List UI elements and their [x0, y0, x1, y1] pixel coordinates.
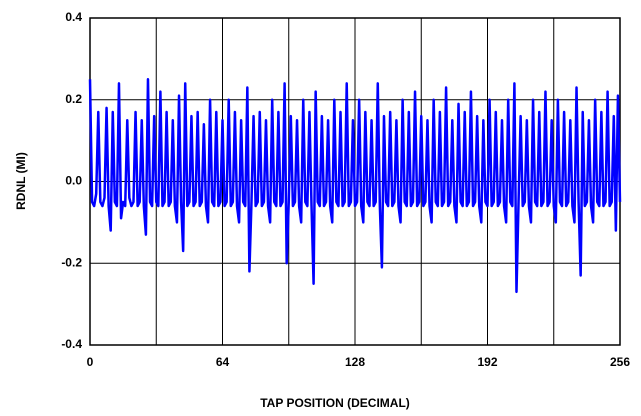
x-tick-label: 256 — [610, 355, 630, 369]
y-tick-label: -0.4 — [61, 337, 82, 351]
x-tick-label: 64 — [216, 355, 230, 369]
y-axis-label: RDNL (MI) — [14, 152, 28, 210]
y-tick-label: 0.4 — [65, 10, 82, 24]
x-tick-label: 0 — [87, 355, 94, 369]
y-tick-label: 0.2 — [65, 92, 82, 106]
y-tick-label: 0.0 — [65, 174, 82, 188]
data-line — [88, 78, 622, 294]
x-tick-label: 128 — [345, 355, 365, 369]
x-axis-label: TAP POSITION (DECIMAL) — [260, 396, 410, 410]
y-tick-label: -0.2 — [61, 255, 82, 269]
x-tick-label: 192 — [477, 355, 497, 369]
